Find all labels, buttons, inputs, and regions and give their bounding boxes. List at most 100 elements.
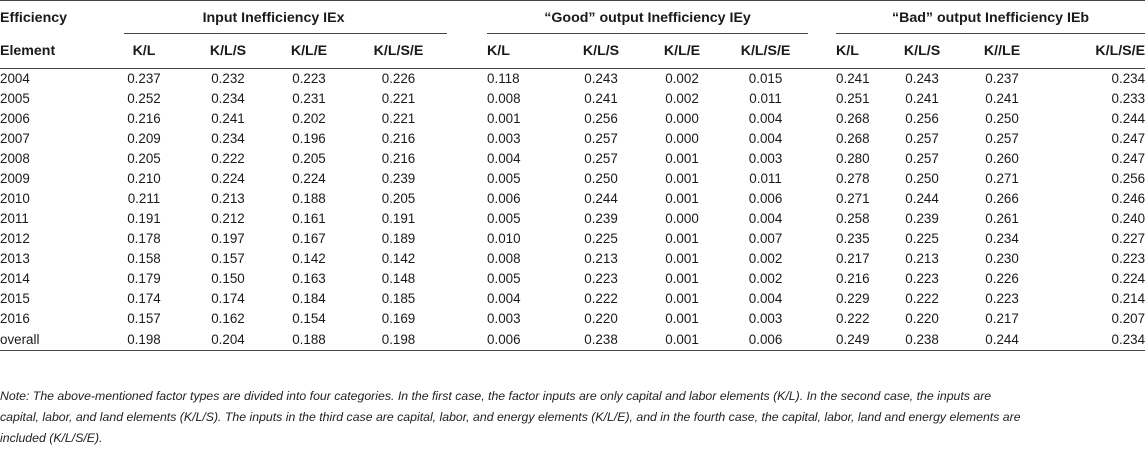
table-cell: 0.278 [836, 171, 870, 186]
table-cell: 0.188 [268, 329, 350, 351]
row-label: 2012 [0, 231, 30, 246]
table-cell: 0.001 [487, 111, 521, 126]
table-cell: 0.280 [836, 151, 870, 166]
table-cell: 0.142 [292, 251, 326, 266]
table-cell: 0.214 [1111, 291, 1145, 306]
table-cell: 0.211 [127, 191, 161, 206]
table-cell: 0.257 [905, 151, 939, 166]
table-cell: 0.213 [211, 191, 245, 206]
col-header-ieb-klse: K/L/S/E [1042, 34, 1145, 69]
table-cell: 0.011 [749, 91, 782, 106]
table-cell: 0.004 [748, 111, 783, 126]
table-cell: 0.209 [127, 131, 161, 146]
table-cell: 0.217 [985, 311, 1019, 326]
table-cell: 0.008 [487, 251, 521, 266]
table-row: 2011 0.191 0.212 0.161 0.191 0.005 0.239 0.000 0… [0, 209, 1145, 229]
table-cell: 0.237 [127, 71, 161, 86]
table-cell: 0.234 [1042, 329, 1145, 351]
table-cell: 0.261 [985, 211, 1019, 226]
table-row: 2014 0.179 0.150 0.163 0.148 0.005 0.223 0.001 0… [0, 269, 1145, 289]
table-cell: 0.005 [487, 211, 521, 226]
table-cell: 0.221 [381, 91, 416, 106]
table-cell: 0.118 [487, 71, 520, 86]
table-cell: 0.202 [292, 111, 326, 126]
table-cell: 0.197 [211, 231, 245, 246]
col-header-iex-kle: K/L/E [268, 34, 350, 69]
table-cell: 0.216 [381, 131, 416, 146]
table-cell: 0.213 [584, 251, 618, 266]
table-cell: 0.235 [836, 231, 870, 246]
table-row: 2005 0.252 0.234 0.231 0.221 0.008 0.241 0.002 0… [0, 89, 1145, 109]
table-row: 2015 0.174 0.174 0.184 0.185 0.004 0.222 0.001 0… [0, 289, 1145, 309]
table-cell: 0.220 [584, 311, 618, 326]
row-label: 2016 [0, 311, 30, 326]
table-cell: 0.223 [584, 271, 618, 286]
table-cell: 0.184 [292, 291, 326, 306]
table-cell: 0.142 [381, 251, 416, 266]
table-row: 2008 0.205 0.222 0.205 0.216 0.004 0.257 0.001 0… [0, 149, 1145, 169]
table-cell: 0.241 [584, 91, 618, 106]
table-cell: 0.223 [905, 271, 939, 286]
table-cell: 0.258 [836, 211, 870, 226]
col-header-ieb-kls: K/L/S [882, 34, 963, 69]
table-cell: 0.234 [211, 91, 245, 106]
table-cell: 0.188 [292, 191, 326, 206]
row-label: overall [0, 329, 100, 351]
table-cell: 0.247 [1111, 151, 1145, 166]
table-cell: 0.268 [836, 131, 870, 146]
table-cell: 0.212 [211, 211, 245, 226]
table-cell: 0.001 [665, 271, 699, 286]
row-label: 2009 [0, 171, 30, 186]
table-cell: 0.191 [127, 211, 161, 226]
table-cell: 0.246 [1111, 191, 1145, 206]
table-cell: 0.003 [748, 311, 783, 326]
table-cell: 0.241 [211, 111, 245, 126]
table-cell: 0.234 [1111, 71, 1145, 86]
table-cell: 0.266 [985, 191, 1019, 206]
table-cell: 0.241 [985, 91, 1019, 106]
row-label: 2004 [0, 71, 30, 86]
table-cell: 0.169 [381, 311, 416, 326]
table-cell: 0.256 [584, 111, 618, 126]
table-cell: 0.179 [127, 271, 161, 286]
table-cell: 0.223 [985, 291, 1019, 306]
table-cell: 0.227 [1111, 231, 1145, 246]
table-cell: 0.003 [748, 151, 783, 166]
table-cell: 0.213 [905, 251, 939, 266]
table-cell: 0.216 [836, 271, 870, 286]
table-cell: 0.006 [723, 329, 809, 351]
table-cell: 0.216 [381, 151, 416, 166]
table-cell: 0.226 [381, 71, 416, 86]
table-cell: 0.001 [665, 171, 699, 186]
table-cell: 0.222 [905, 291, 939, 306]
table-cell: 0.174 [211, 291, 245, 306]
note-line-3: included (K/L/S/E). [0, 431, 103, 445]
table-cell: 0.257 [584, 151, 618, 166]
table-cell: 0.004 [487, 291, 521, 306]
table-cell: 0.222 [211, 151, 245, 166]
table-cell: 0.225 [584, 231, 618, 246]
table-cell: 0.167 [292, 231, 326, 246]
table-cell: 0.222 [836, 311, 870, 326]
table-cell: 0.250 [584, 171, 618, 186]
table-cell: 0.249 [836, 329, 883, 351]
row-label: 2011 [0, 211, 29, 226]
table-cell: 0.157 [127, 311, 161, 326]
table-cell: 0.185 [381, 291, 416, 306]
table-cell: 0.241 [836, 71, 870, 86]
table-cell: 0.005 [487, 271, 521, 286]
table-cell: 0.001 [665, 291, 699, 306]
table-cell: 0.244 [962, 329, 1043, 351]
table-cell: 0.204 [188, 329, 268, 351]
table-cell: 0.148 [381, 271, 416, 286]
table-cell: 0.252 [127, 91, 161, 106]
col-header-iex-klse: K/L/S/E [350, 34, 448, 69]
col-header-ieb-kle: K//LE [962, 34, 1043, 69]
table-cell: 0.250 [985, 111, 1019, 126]
table-cell: 0.002 [665, 71, 699, 86]
table-cell: 0.004 [487, 151, 521, 166]
table-cell: 0.241 [905, 91, 939, 106]
row-label: 2013 [0, 251, 30, 266]
table-row: 2012 0.178 0.197 0.167 0.189 0.010 0.225 0.001 0… [0, 229, 1145, 249]
row-label: 2007 [0, 131, 30, 146]
